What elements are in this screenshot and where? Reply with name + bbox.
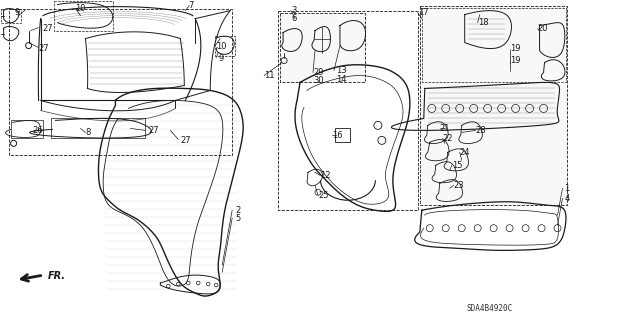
Text: 9: 9 <box>15 8 20 17</box>
Text: FR.: FR. <box>47 271 65 281</box>
Text: 9: 9 <box>218 54 223 63</box>
Text: 23: 23 <box>454 181 465 190</box>
Text: 27: 27 <box>43 24 53 33</box>
Text: 22: 22 <box>443 134 453 143</box>
Text: 20: 20 <box>538 24 548 33</box>
Text: 7: 7 <box>188 1 194 10</box>
Text: 30: 30 <box>313 76 324 85</box>
Text: 28: 28 <box>476 126 486 135</box>
Text: 12: 12 <box>320 171 330 180</box>
Text: 8: 8 <box>86 128 91 137</box>
Text: 27: 27 <box>180 136 191 145</box>
Polygon shape <box>280 13 365 83</box>
Text: 6: 6 <box>291 14 296 23</box>
Text: 27: 27 <box>148 126 159 135</box>
Polygon shape <box>420 6 568 205</box>
Text: 26: 26 <box>33 126 44 135</box>
Text: 21: 21 <box>440 124 451 133</box>
Text: 2: 2 <box>235 206 241 215</box>
Text: 19: 19 <box>509 56 520 65</box>
Text: 27: 27 <box>38 44 49 53</box>
Text: 16: 16 <box>332 131 342 140</box>
Text: 15: 15 <box>452 161 462 170</box>
Text: 29: 29 <box>313 68 323 77</box>
Text: 18: 18 <box>477 18 488 27</box>
Text: 24: 24 <box>460 148 470 157</box>
Text: 17: 17 <box>418 8 428 17</box>
Text: SDA4B4920C: SDA4B4920C <box>467 303 513 313</box>
Text: 14: 14 <box>336 75 346 84</box>
Text: 5: 5 <box>235 214 241 223</box>
Text: 25: 25 <box>318 191 328 200</box>
Text: 1: 1 <box>564 184 570 193</box>
Text: 3: 3 <box>291 6 296 15</box>
Text: 10: 10 <box>76 4 86 13</box>
Text: 10: 10 <box>216 42 227 51</box>
Text: 13: 13 <box>336 66 347 75</box>
Text: 11: 11 <box>264 71 275 80</box>
Text: 4: 4 <box>564 194 570 203</box>
Text: 19: 19 <box>509 44 520 53</box>
